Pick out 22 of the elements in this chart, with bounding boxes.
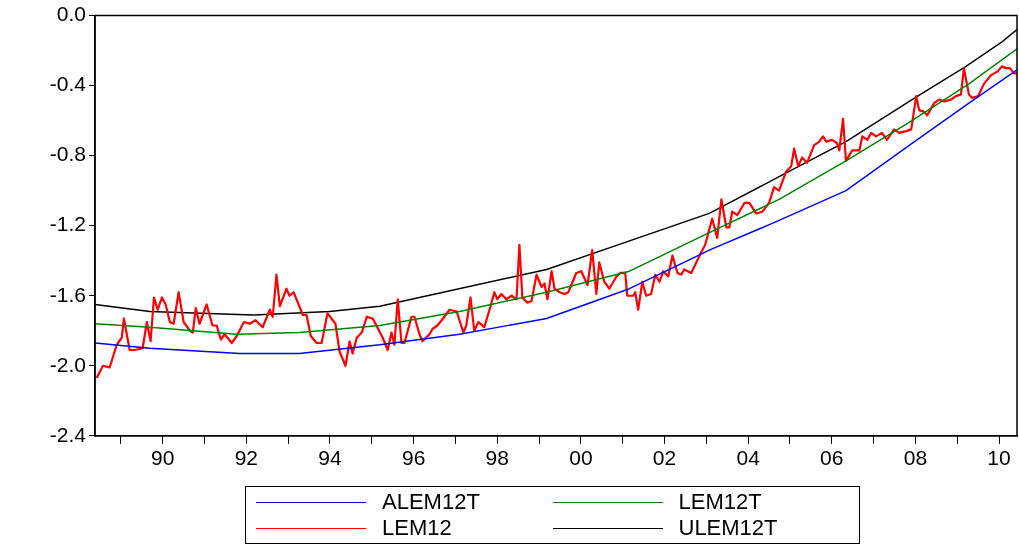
x-tick-label: 08	[903, 446, 928, 470]
legend-label: LEM12T	[678, 489, 762, 515]
y-tick-label: -0.8	[49, 142, 86, 166]
x-tick-label: 04	[736, 446, 761, 470]
legend-label: ALEM12T	[382, 489, 480, 515]
y-tick-label: -2.4	[49, 422, 87, 446]
x-tick-label: 10	[987, 446, 1011, 470]
x-tick-label: 90	[151, 446, 175, 470]
x-tick-label: 92	[234, 446, 259, 470]
x-tick-label: 00	[569, 446, 593, 470]
legend-label: LEM12	[382, 515, 452, 541]
x-tick-label: 96	[401, 446, 426, 470]
y-tick-label: -1.6	[49, 282, 86, 306]
y-tick-label: -1.2	[49, 212, 86, 236]
x-tick-label: 02	[652, 446, 677, 470]
x-tick-label: 06	[820, 446, 844, 470]
y-tick-label: 0.0	[56, 2, 86, 26]
x-tick-label: 94	[318, 446, 342, 470]
y-tick-label: -0.4	[49, 72, 87, 96]
legend-label: ULEM12T	[678, 515, 778, 541]
y-tick-label: -2.0	[49, 352, 86, 376]
x-tick-label: 98	[485, 446, 509, 470]
